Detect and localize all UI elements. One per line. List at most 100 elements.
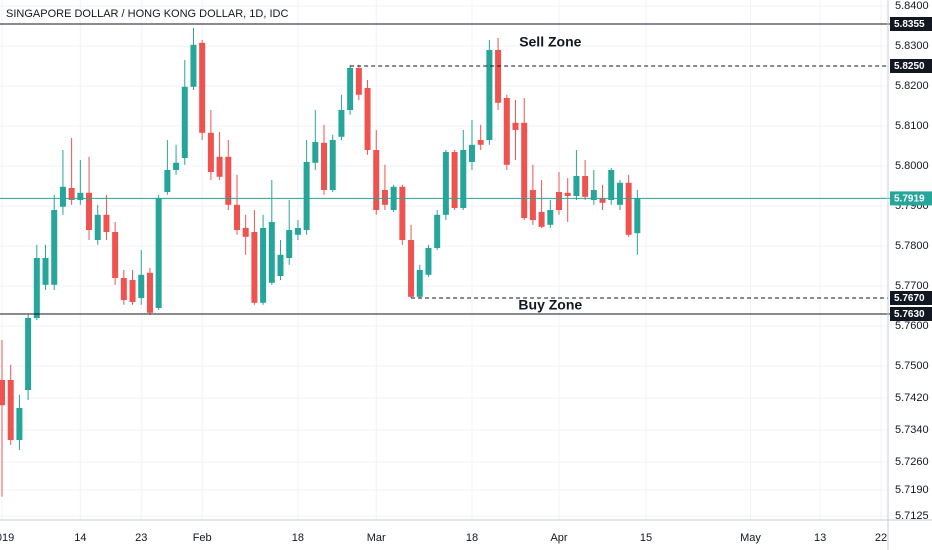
candle-body <box>268 222 275 283</box>
candle-body <box>451 152 458 208</box>
candle-body <box>181 86 188 158</box>
level-label: 5.8355 <box>890 17 932 31</box>
candle-body <box>329 140 336 190</box>
level-label-box <box>890 307 932 321</box>
y-tick-label: 5.7125 <box>895 510 929 522</box>
y-tick-label: 5.7260 <box>895 456 929 468</box>
x-tick-label: 18 <box>292 532 304 544</box>
level-label-text: 5.8250 <box>894 61 925 72</box>
y-tick-label: 5.7420 <box>895 392 929 404</box>
candle-body <box>321 142 328 190</box>
x-tick-label: 15 <box>640 532 652 544</box>
candle-body <box>251 232 258 303</box>
candle-body <box>303 162 310 230</box>
level-label-box <box>890 17 932 31</box>
candle-body <box>338 110 345 137</box>
level-label-box <box>890 291 932 305</box>
candle-body <box>233 204 240 230</box>
candle-body <box>408 240 415 297</box>
candle-body <box>59 186 66 207</box>
x-tick-label: Mar <box>367 532 386 544</box>
candle-body <box>634 198 641 234</box>
y-tick-label: 5.7500 <box>895 360 929 372</box>
x-tick-label: 14 <box>74 532 86 544</box>
candle-body <box>468 144 475 162</box>
candle-body <box>129 280 136 302</box>
level-label: 5.8250 <box>890 59 932 73</box>
level-label: 5.7670 <box>890 291 932 305</box>
candle-body <box>556 192 563 210</box>
candle-body <box>7 380 14 440</box>
y-tick-label: 5.8200 <box>895 80 929 92</box>
candle-body <box>216 156 223 177</box>
candle-body <box>512 122 519 130</box>
candle-body <box>277 254 284 276</box>
candle-body <box>373 150 380 210</box>
candle-body <box>94 214 101 240</box>
candle-body <box>77 192 84 200</box>
candle-body <box>51 210 58 285</box>
candle-body <box>190 44 197 87</box>
candle-body <box>547 210 554 225</box>
y-tick-label: 5.8000 <box>895 160 929 172</box>
candle-body <box>225 156 232 205</box>
candle-body <box>503 98 510 165</box>
candle-body <box>0 380 6 406</box>
y-tick-label: 5.8100 <box>895 120 929 132</box>
x-tick-label: Feb <box>193 532 212 544</box>
candle-body <box>173 162 180 170</box>
annotation: Sell Zone <box>519 34 581 50</box>
candle-body <box>582 176 589 197</box>
overlays: Sell Zone Buy Zone <box>0 23 932 315</box>
candle-body <box>347 68 354 110</box>
candle-body <box>155 198 162 308</box>
candle-body <box>590 190 597 200</box>
x-tick-label: 2019 <box>0 532 14 544</box>
level-label-text: 5.7670 <box>894 293 925 304</box>
candle-body <box>460 150 467 208</box>
y-tick-label: 5.8400 <box>895 0 929 12</box>
x-tick-label: May <box>740 532 761 544</box>
candle-body <box>138 274 145 298</box>
y-tick-label: 5.7190 <box>895 484 929 496</box>
x-tick-label: 23 <box>135 532 147 544</box>
candle-body <box>164 170 171 192</box>
y-tick-label: 5.7600 <box>895 320 929 332</box>
y-tick-label: 5.7700 <box>895 280 929 292</box>
candle-body <box>286 230 293 258</box>
level-label-box <box>890 59 932 73</box>
candle-body <box>608 170 615 200</box>
candle-body <box>146 272 153 313</box>
level-label-text: 5.7919 <box>894 194 925 205</box>
candle-body <box>399 186 406 240</box>
candle-body <box>260 228 267 303</box>
candle-body <box>599 198 606 203</box>
candle-body <box>33 258 40 318</box>
candle-body <box>564 192 571 196</box>
candle-body <box>521 122 528 218</box>
candle-body <box>199 42 206 133</box>
candle-body <box>486 50 493 140</box>
candle-body <box>573 176 580 196</box>
x-tick-label: 18 <box>466 532 478 544</box>
candle-body <box>242 228 249 237</box>
candle-body <box>425 248 432 275</box>
candle-body <box>294 228 301 235</box>
level-label-box <box>890 191 932 206</box>
candle-body <box>312 142 319 163</box>
candle-body <box>86 192 93 230</box>
x-tick-label: Apr <box>550 532 567 544</box>
candle-body <box>42 258 49 285</box>
level-label: 5.7919 <box>890 191 932 206</box>
candle-body <box>120 278 127 300</box>
y-tick-label: 5.8300 <box>895 40 929 52</box>
candle-body <box>68 188 75 200</box>
level-label-text: 5.8355 <box>894 19 925 30</box>
candle-body <box>434 214 441 248</box>
candle-body <box>103 214 110 232</box>
y-tick-label: 5.7800 <box>895 240 929 252</box>
candle-body <box>207 132 214 172</box>
candles <box>0 28 641 497</box>
